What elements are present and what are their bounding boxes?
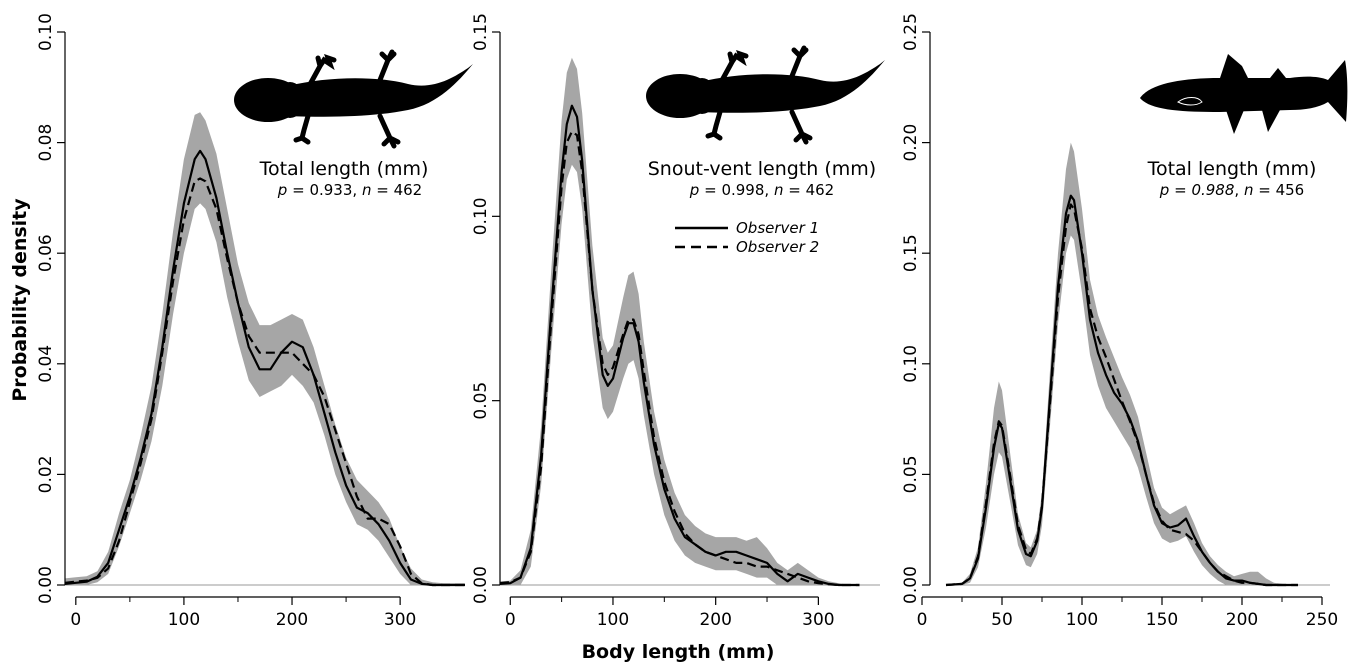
legend-label-observer-1: Observer 1 — [736, 219, 819, 237]
panel-2-p-value: 0.998 — [721, 181, 764, 199]
y-tick-label: 0.15 — [471, 13, 491, 51]
panel-2-title: Snout-vent length (mm) — [648, 158, 876, 180]
y-tick-label: 0.15 — [901, 234, 921, 272]
panel-3-n-label: n — [1244, 181, 1254, 199]
panel-3-p-label: p — [1159, 181, 1170, 199]
panel-1-stat: p = 0.933, n = 462 — [277, 181, 422, 199]
series-line-observer-2 — [499, 130, 860, 587]
x-tick-label: 300 — [802, 610, 834, 630]
y-axis-title: Probability density — [9, 198, 31, 402]
y-tick-label: 0.02 — [36, 455, 56, 493]
x-tick-label: 200 — [699, 610, 731, 630]
y-tick-label: 0.06 — [36, 234, 56, 272]
y-tick-label: 0.10 — [901, 345, 921, 383]
x-tick-label: 100 — [1066, 610, 1098, 630]
panel-2-n-label: n — [774, 181, 784, 199]
y-tick-label: 0.04 — [36, 345, 56, 383]
legend: Observer 1 Observer 2 — [675, 219, 819, 256]
series-line-observer-1 — [64, 149, 465, 587]
panel-3: 0.00 0.05 0.10 0.15 0.20 0.25 0 50 100 150 200 250 — [901, 13, 1338, 630]
panel-2-n-value: 462 — [806, 181, 835, 199]
panel-2-p-label: p — [689, 181, 700, 199]
y-tick-label: 0.00 — [901, 566, 921, 604]
fish-silhouette-icon — [1139, 53, 1348, 135]
x-tick-label: 300 — [384, 610, 416, 630]
x-tick-label: 150 — [1146, 610, 1178, 630]
panel-1-p-label: p — [277, 181, 288, 199]
y-tick-label: 0.10 — [36, 13, 56, 51]
legend-label-observer-2: Observer 2 — [736, 238, 819, 256]
confidence-band — [65, 112, 465, 585]
x-axis-title: Body length (mm) — [582, 641, 775, 663]
x-tick-label: 200 — [1226, 610, 1258, 630]
y-tick-label: 0.08 — [36, 124, 56, 162]
panel-3-p-value: 0.988 — [1191, 181, 1234, 199]
panel-2: 0.00 0.05 0.10 0.15 0 100 200 300 — [471, 13, 880, 630]
y-tick-label: 0.10 — [471, 197, 491, 235]
panel-1-title: Total length (mm) — [259, 158, 429, 180]
panel-1: 0.00 0.02 0.04 0.06 0.08 0.10 0 100 200 300 — [36, 13, 465, 630]
series-line-observer-1 — [499, 104, 860, 587]
y-tick-label: 0.05 — [471, 382, 491, 420]
y-tick-label: 0.05 — [901, 455, 921, 493]
y-tick-label: 0.00 — [36, 566, 56, 604]
x-tick-label: 0 — [505, 610, 516, 630]
series-line-observer-2 — [945, 203, 1298, 587]
panel-3-title: Total length (mm) — [1147, 158, 1317, 180]
x-tick-label: 100 — [597, 610, 629, 630]
x-tick-label: 50 — [991, 610, 1013, 630]
series-line-observer-2 — [64, 177, 465, 587]
panel-3-stat: p = 0.988, n = 456 — [1159, 181, 1304, 199]
panel-3-n-value: 456 — [1276, 181, 1305, 199]
y-tick-label: 0.20 — [901, 124, 921, 162]
confidence-band — [946, 142, 1298, 585]
x-tick-label: 200 — [276, 610, 308, 630]
panel-1-p-value: 0.933 — [309, 181, 352, 199]
salamander-silhouette-icon-1 — [234, 52, 473, 146]
y-tick-label: 0.00 — [471, 566, 491, 604]
x-tick-label: 0 — [70, 610, 81, 630]
x-tick-label: 100 — [168, 610, 200, 630]
x-tick-label: 0 — [917, 610, 928, 630]
panel-2-stat: p = 0.998, n = 462 — [689, 181, 834, 199]
x-tick-label: 250 — [1306, 610, 1338, 630]
panel-1-n-label: n — [362, 181, 372, 199]
salamander-silhouette-icon-2 — [646, 48, 885, 142]
panel-1-n-value: 462 — [394, 181, 423, 199]
y-tick-label: 0.25 — [901, 13, 921, 51]
